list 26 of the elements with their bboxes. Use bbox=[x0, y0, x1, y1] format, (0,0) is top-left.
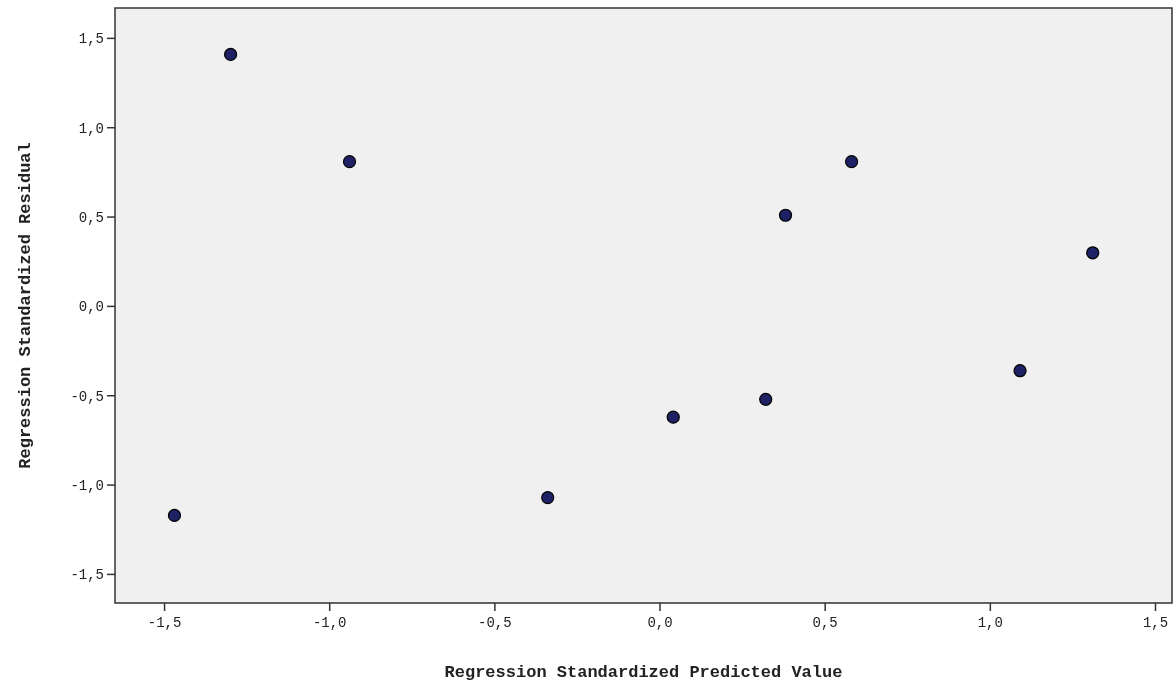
point bbox=[541, 490, 555, 505]
y-axis-title: Regression Standardized Residual bbox=[16, 142, 35, 469]
y-tick-label: -1,0 bbox=[70, 477, 104, 494]
point bbox=[845, 155, 859, 169]
y-tick-label: 0,0 bbox=[78, 299, 104, 316]
x-tick-label: -0,5 bbox=[478, 615, 512, 631]
x-tick-label: 0,5 bbox=[812, 615, 838, 631]
point bbox=[778, 208, 793, 222]
point bbox=[1086, 246, 1100, 260]
y-tick-label: -1,5 bbox=[70, 567, 104, 584]
x-tick-label: 0,0 bbox=[647, 615, 673, 631]
point bbox=[342, 155, 357, 169]
point bbox=[167, 508, 182, 523]
point bbox=[666, 410, 680, 424]
y-tick-label: 0,5 bbox=[78, 209, 104, 226]
point bbox=[1013, 364, 1027, 378]
x-axis-title: Regression Standardized Predicted Value bbox=[444, 663, 843, 682]
x-tick-label: 1,0 bbox=[977, 615, 1003, 631]
x-tick-label: -1,0 bbox=[312, 615, 347, 631]
y-tick-label: 1,5 bbox=[78, 31, 104, 48]
point bbox=[224, 47, 238, 62]
y-tick-label: -0,5 bbox=[70, 388, 104, 405]
y-tick-label: 1,0 bbox=[78, 120, 104, 137]
point bbox=[759, 392, 773, 406]
x-tick-label: -1,5 bbox=[147, 615, 182, 631]
x-tick-label: 1,5 bbox=[1142, 615, 1169, 631]
